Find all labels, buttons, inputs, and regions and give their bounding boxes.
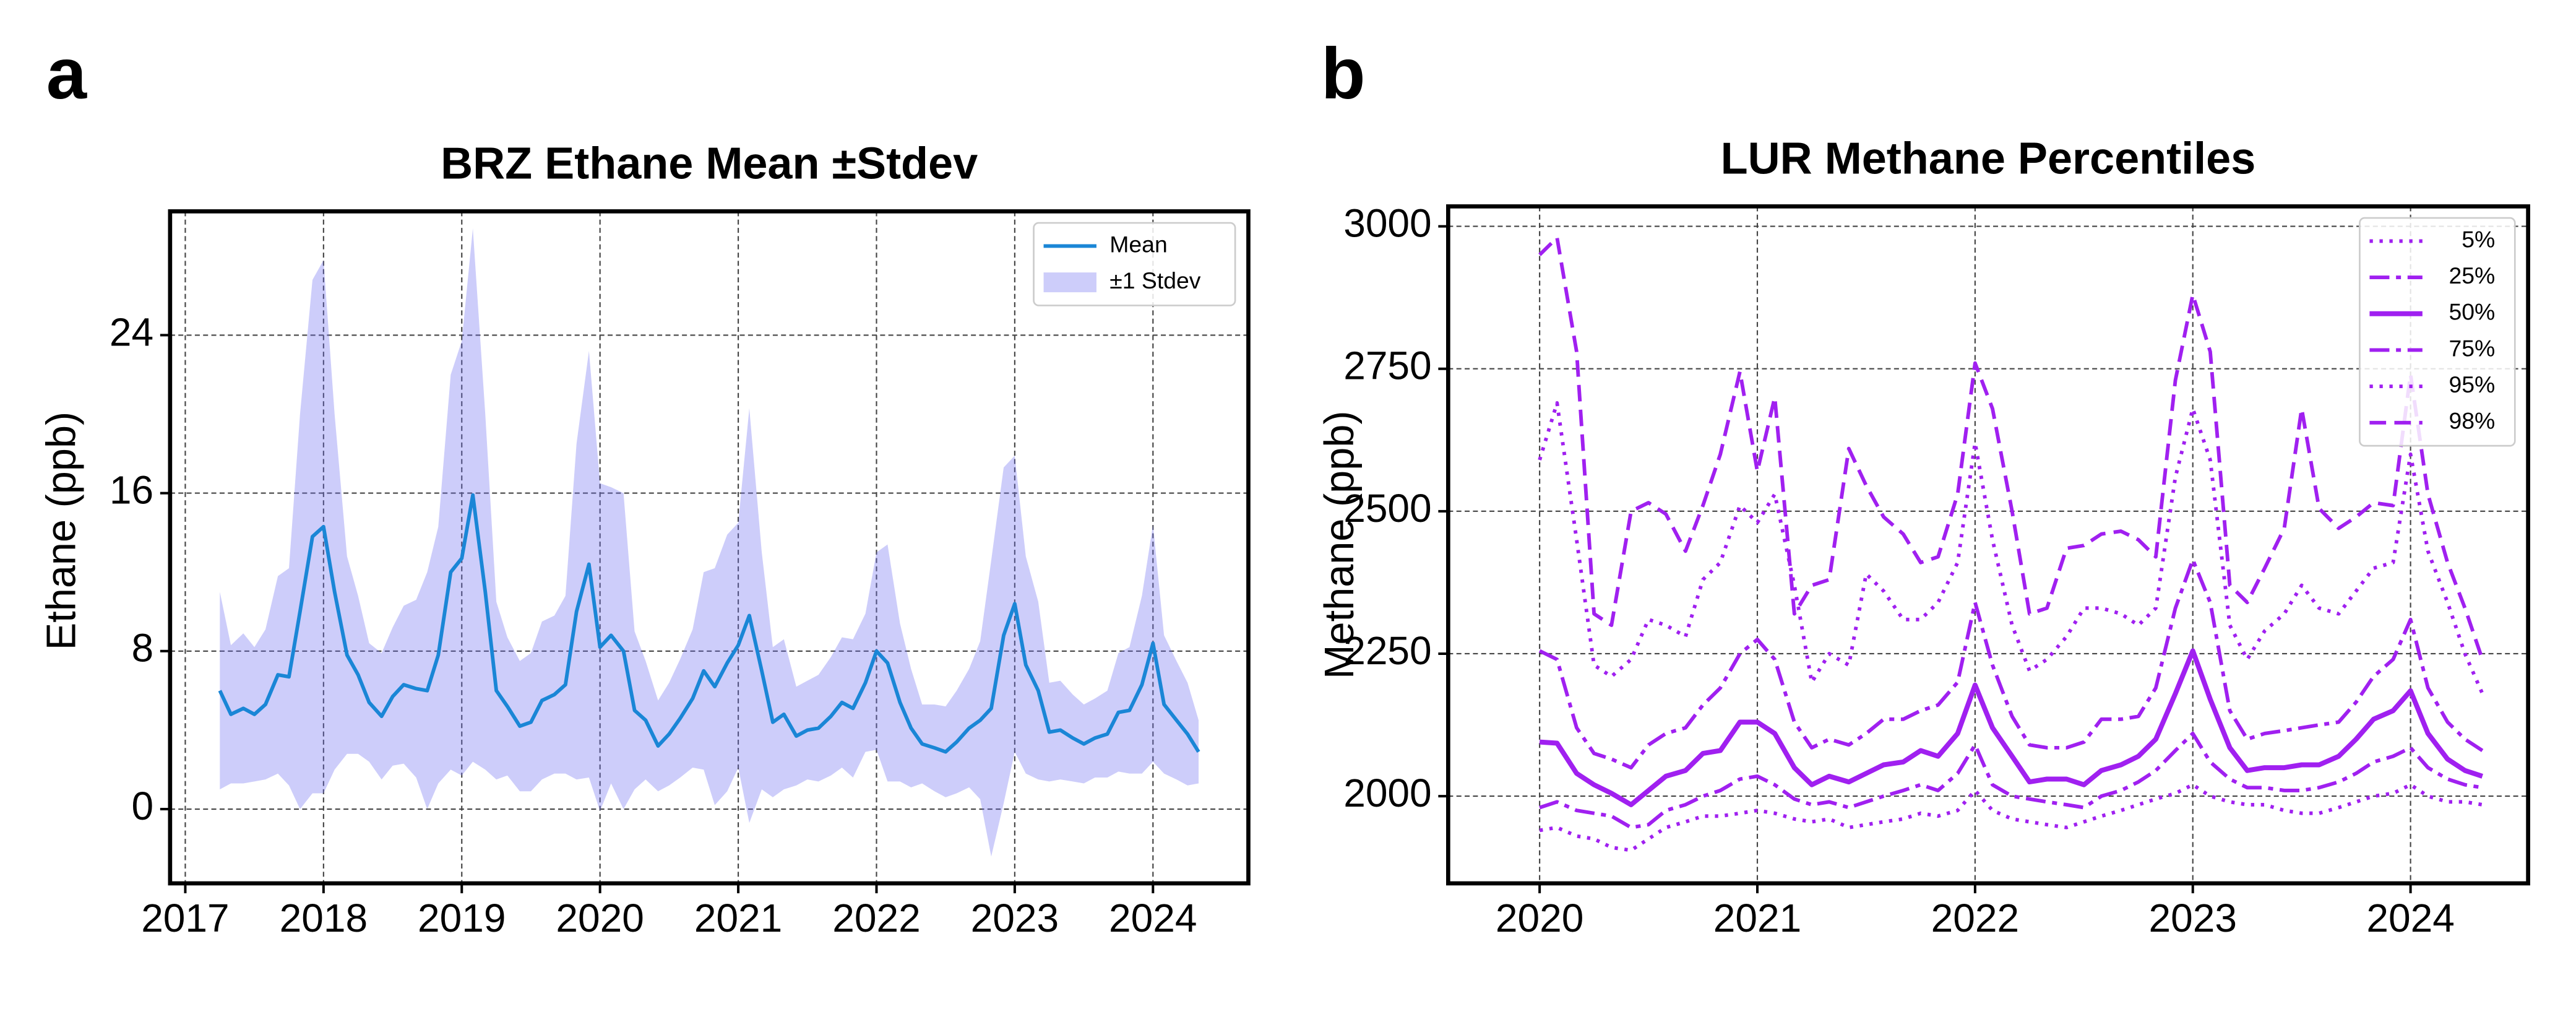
x-tick-label: 2020 (1496, 896, 1583, 940)
legend-box (1033, 222, 1236, 306)
y-tick-label: 0 (132, 784, 154, 828)
chart-title: BRZ Ethane Mean ±Stdev (441, 139, 978, 188)
stdev-band (220, 228, 1199, 857)
x-tick-label: 2019 (418, 896, 506, 940)
y-tick-label: 16 (110, 468, 153, 513)
legend-label: 50% (2449, 299, 2495, 325)
x-tick-label: 2023 (2149, 896, 2237, 940)
x-tick-label: 2024 (2366, 896, 2454, 940)
series-line (1538, 401, 2484, 695)
y-tick-label: 8 (132, 626, 154, 670)
legend-label: 25% (2449, 262, 2495, 288)
x-tick-label: 2020 (556, 896, 644, 940)
chart-title: LUR Methane Percentiles (1721, 134, 2256, 183)
series-line (218, 493, 1200, 754)
plot-frame (1446, 204, 2530, 886)
plot-frame (168, 209, 1251, 886)
y-axis-label: Methane (ppb) (1317, 410, 1363, 679)
series-line (1538, 236, 2484, 661)
panel-label: a (46, 33, 88, 114)
series-line (1539, 648, 2483, 807)
y-tick-label: 2000 (1343, 771, 1431, 815)
legend-label: Mean (1109, 231, 1167, 257)
x-tick-label: 2021 (694, 896, 782, 940)
x-tick-label: 2021 (1713, 896, 1801, 940)
plot: 0 8 16 24 2017 2018 2019 2020 2021 2022 2023 2024 Me… (110, 209, 1251, 940)
legend-box (2359, 217, 2516, 447)
legend-label: 5% (2462, 226, 2495, 252)
y-tick-label: 2750 (1343, 344, 1431, 388)
y-tick-label: 2500 (1343, 486, 1431, 531)
x-tick-label: 2022 (832, 896, 920, 940)
legend-label: ±1 Stdev (1109, 267, 1200, 293)
x-tick-label: 2023 (971, 896, 1059, 940)
y-tick-label: 3000 (1343, 201, 1431, 246)
x-tick-label: 2018 (280, 896, 368, 940)
y-tick-label: 2250 (1343, 628, 1431, 673)
legend-label: 98% (2449, 408, 2495, 434)
x-tick-label: 2017 (141, 896, 229, 940)
x-tick-label: 2022 (1931, 896, 2019, 940)
series-line (1539, 731, 2483, 830)
legend-label: 95% (2449, 371, 2495, 397)
series-line (1539, 782, 2483, 852)
y-axis-label: Ethane (ppb) (39, 412, 85, 650)
legend-label: 75% (2449, 335, 2495, 361)
panel-label: b (1321, 33, 1366, 114)
plot: 2000 2250 2500 2750 3000 2020 2021 2022 2023 2024… (1343, 201, 2530, 940)
legend-swatch (1043, 272, 1096, 293)
x-tick-label: 2024 (1109, 896, 1197, 940)
series-line (1538, 558, 2484, 770)
y-tick-label: 24 (110, 310, 153, 354)
